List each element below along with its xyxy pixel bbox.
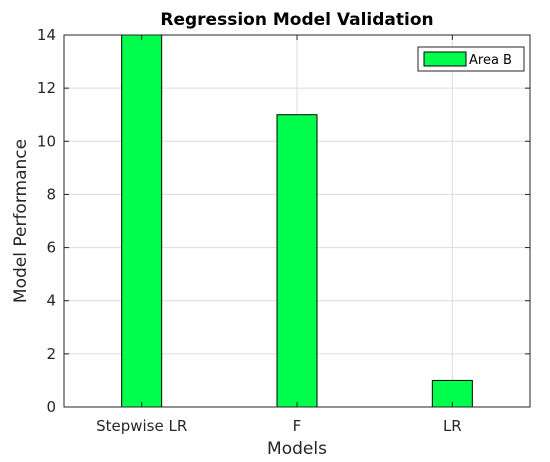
axis-ticks [64, 34, 530, 408]
y-tick-label: 10 [37, 132, 56, 150]
y-tick-label: 14 [37, 26, 56, 44]
legend-swatch [423, 51, 467, 67]
chart-title: Regression Model Validation [160, 10, 433, 30]
y-tick-labels: 0 2 4 6 8 10 12 14 [37, 26, 56, 416]
x-tick-label: Stepwise LR [96, 417, 187, 435]
y-tick-label: 2 [46, 345, 56, 363]
y-axis-label: Model Performance [11, 139, 31, 303]
legend-label: Area B [469, 53, 512, 68]
y-tick-label: 6 [46, 239, 56, 257]
y-tick-label: 8 [46, 185, 56, 203]
x-tick-label: F [293, 417, 302, 435]
bar [121, 34, 163, 408]
y-tick-label: 4 [46, 292, 56, 310]
bar [276, 114, 318, 408]
legend: Area B [417, 46, 525, 72]
x-tick-label: LR [443, 417, 462, 435]
y-tick-label: 12 [37, 79, 56, 97]
y-tick-label: 0 [46, 398, 56, 416]
x-axis-label: Models [267, 439, 327, 459]
x-tick-labels: Stepwise LR F LR [96, 417, 462, 435]
